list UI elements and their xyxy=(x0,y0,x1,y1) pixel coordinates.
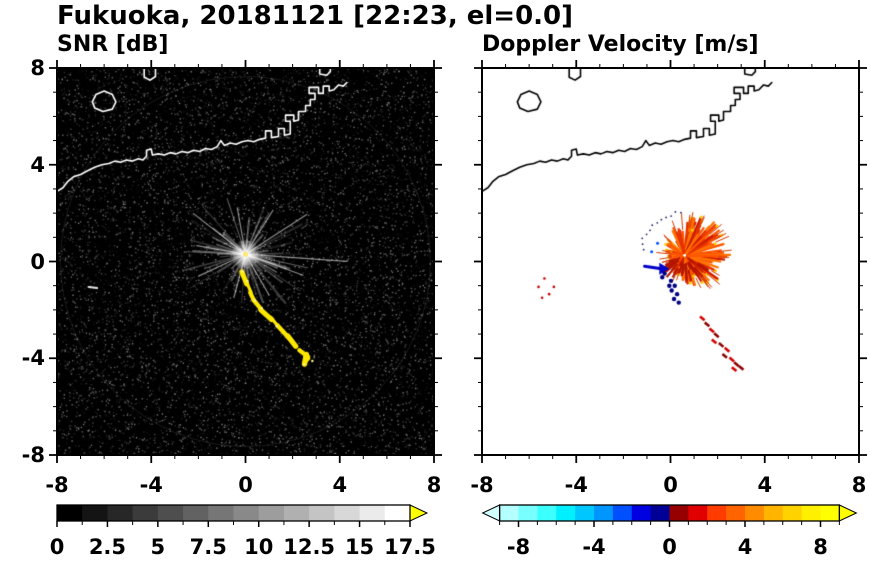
snr-y-tick-label: 4 xyxy=(30,152,45,177)
snr-panel-title: SNR [dB] xyxy=(57,32,169,57)
velocity-x-tick-label: 0 xyxy=(663,473,678,497)
velocity-x-tick-label: 4 xyxy=(757,473,773,497)
velocity-panel-title: Doppler Velocity [m/s] xyxy=(482,32,759,57)
velocity-colorbar-label: 4 xyxy=(737,535,753,559)
velocity-colorbar-over-arrow xyxy=(838,504,858,522)
snr-x-tick-label: -4 xyxy=(139,473,163,497)
velocity-colorbar-label: 8 xyxy=(813,535,828,559)
velocity-colorbar-under-arrow xyxy=(481,504,501,522)
snr-radar-plot xyxy=(57,68,434,455)
snr-colorbar-label: 17.5 xyxy=(384,535,436,559)
velocity-colorbar-label: 0 xyxy=(662,535,677,559)
snr-colorbar-label: 7.5 xyxy=(189,535,227,559)
snr-y-tick-label: 0 xyxy=(30,249,45,274)
velocity-x-tick-label: -8 xyxy=(470,473,494,497)
snr-x-tick-label: 4 xyxy=(332,473,348,497)
snr-x-tick-label: 0 xyxy=(238,473,253,497)
snr-colorbar-label: 0 xyxy=(49,535,65,559)
snr-colorbar-over-arrow xyxy=(409,504,429,522)
snr-colorbar-label: 5 xyxy=(150,535,166,559)
snr-colorbar-label: 15 xyxy=(344,535,375,559)
velocity-colorbar-label: -8 xyxy=(506,535,531,559)
snr-y-tick-label: -8 xyxy=(21,443,45,467)
velocity-x-tick-label: 8 xyxy=(851,473,867,497)
snr-x-tick-label: 8 xyxy=(426,473,442,497)
figure-title: Fukuoka, 20181121 [22:23, el=0.0] xyxy=(57,1,574,31)
snr-colorbar-label: 2.5 xyxy=(88,535,127,559)
velocity-radar-plot xyxy=(482,68,859,455)
velocity-colorbar xyxy=(481,504,858,527)
snr-x-tick-label: -8 xyxy=(45,473,69,497)
velocity-colorbar-label: -4 xyxy=(582,535,606,559)
snr-y-tick-label: -4 xyxy=(21,346,45,371)
velocity-x-tick-label: -4 xyxy=(564,473,588,497)
snr-colorbar-label: 12.5 xyxy=(283,535,336,559)
snr-colorbar xyxy=(56,504,429,527)
snr-colorbar-label: 10 xyxy=(244,535,274,559)
snr-y-tick-label: 8 xyxy=(30,56,45,80)
